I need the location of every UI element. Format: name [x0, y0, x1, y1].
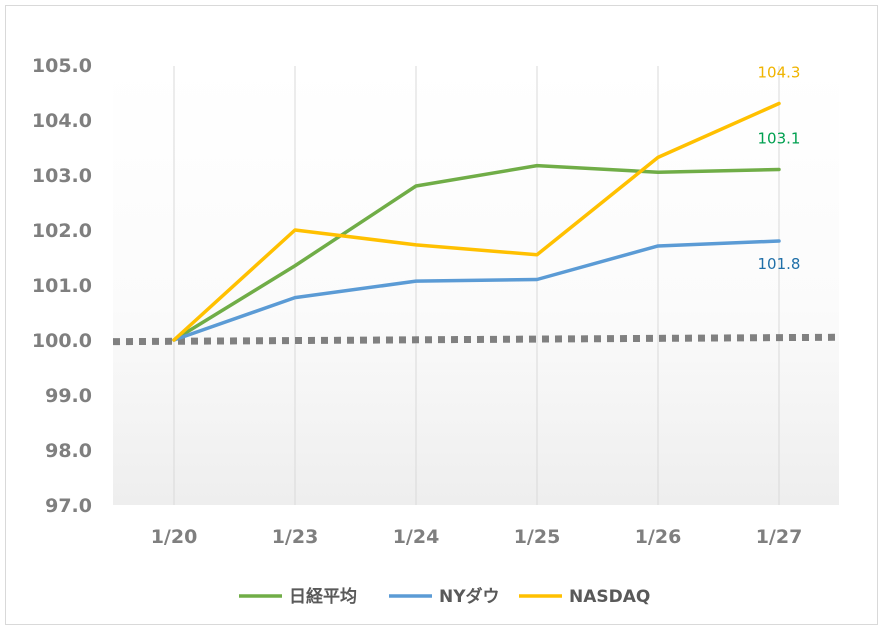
legend-label: NASDAQ	[569, 587, 650, 607]
data-point	[778, 169, 780, 170]
x-tick-label: 1/26	[635, 526, 682, 548]
y-tick-label: 102.0	[32, 220, 92, 242]
data-point	[536, 254, 538, 256]
x-tick-label: 1/20	[151, 526, 198, 548]
line-chart: 97.0 98.0 99.0 100.0 101.0 102.0 103.0 104.0 105…	[32, 55, 841, 607]
series-line-2	[172, 101, 781, 342]
x-tick-label: 1/25	[514, 526, 561, 548]
legend-label: NYダウ	[439, 586, 500, 607]
y-tick-label: 100.0	[32, 330, 92, 352]
end-value-label: 101.8	[758, 255, 801, 273]
plot-area	[113, 66, 839, 505]
x-tick-label: 1/24	[393, 526, 440, 548]
data-point	[657, 156, 659, 158]
data-point	[536, 165, 538, 167]
end-value-label: 103.1	[758, 130, 801, 148]
x-axis-ticks: 1/20 1/23 1/24 1/25 1/26 1/27	[151, 526, 803, 548]
data-point	[657, 171, 659, 173]
data-point	[294, 265, 296, 267]
data-point	[173, 339, 175, 341]
y-tick-label: 98.0	[45, 440, 92, 462]
series-line-0	[172, 163, 781, 342]
legend-label: 日経平均	[289, 586, 357, 607]
data-labels: 103.1 101.8 104.3	[758, 64, 801, 274]
end-value-label: 104.3	[758, 64, 801, 82]
data-point	[536, 279, 538, 280]
x-tick-label: 1/27	[756, 526, 803, 548]
data-point	[657, 245, 659, 247]
data-point	[415, 185, 417, 187]
reference-line-layer	[112, 333, 841, 346]
chart-frame: 97.0 98.0 99.0 100.0 101.0 102.0 103.0 104.0 105…	[5, 5, 878, 625]
data-point	[294, 229, 296, 231]
data-point	[778, 103, 780, 104]
gridlines	[173, 66, 780, 505]
legend: 日経平均 NYダウ NASDAQ	[239, 586, 650, 607]
y-tick-label: 104.0	[32, 110, 92, 132]
y-axis-ticks: 97.0 98.0 99.0 100.0 101.0 102.0 103.0 104.0 105…	[32, 55, 92, 517]
y-tick-label: 97.0	[45, 495, 92, 517]
data-point	[778, 240, 780, 242]
series-layer	[172, 101, 781, 342]
y-tick-label: 99.0	[45, 385, 92, 407]
y-tick-label: 101.0	[32, 275, 92, 297]
y-tick-label: 105.0	[32, 55, 92, 77]
reference-line-100	[112, 333, 841, 346]
data-point	[415, 280, 417, 282]
data-point	[415, 244, 417, 246]
x-tick-label: 1/23	[272, 526, 319, 548]
series-line-1	[172, 239, 781, 342]
data-point	[294, 297, 296, 299]
y-tick-label: 103.0	[32, 165, 92, 187]
